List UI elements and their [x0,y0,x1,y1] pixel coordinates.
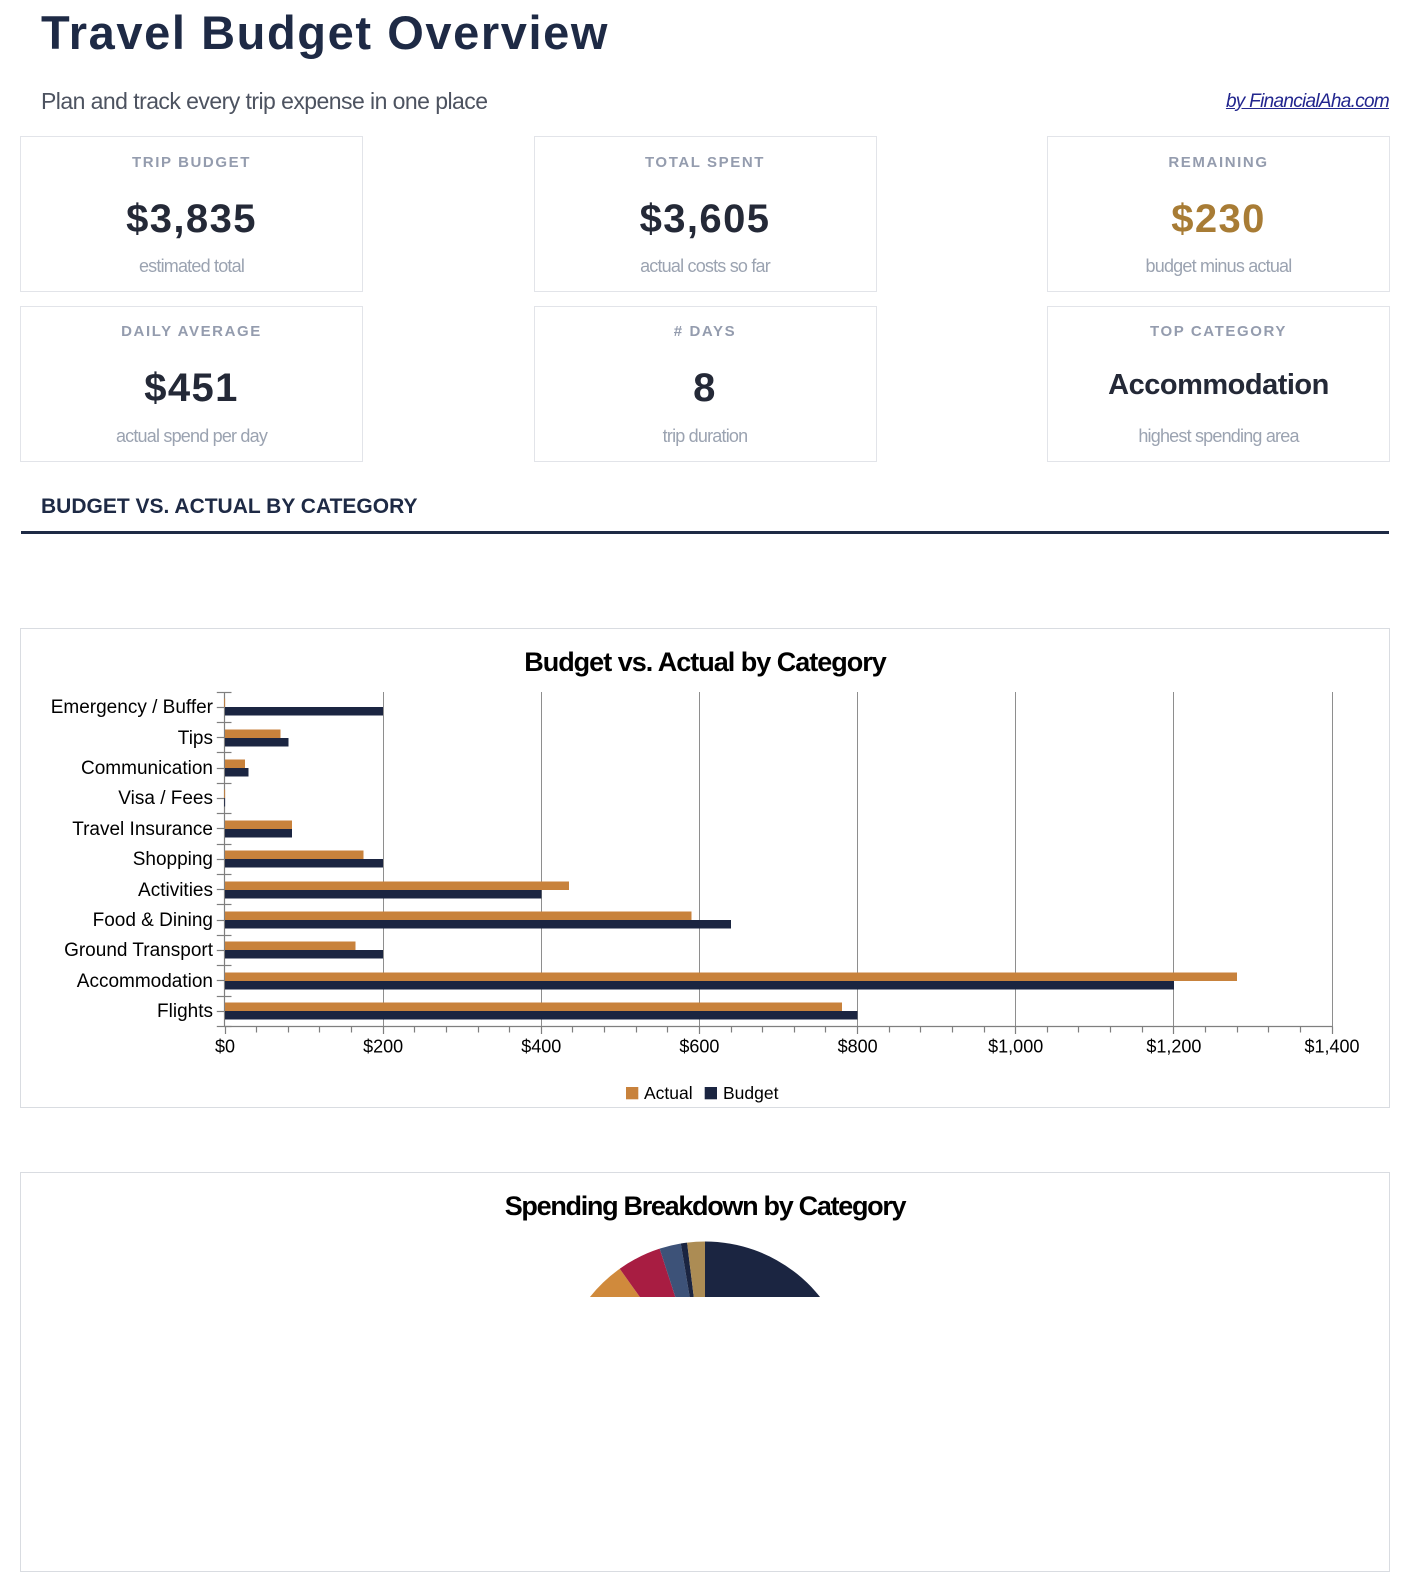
svg-text:Travel Insurance: Travel Insurance [72,819,213,840]
svg-text:Tips: Tips [178,728,213,749]
svg-text:$0: $0 [215,1037,235,1057]
svg-text:Activities: Activities [138,880,213,901]
svg-text:Emergency / Buffer: Emergency / Buffer [51,697,214,718]
svg-text:Flights: Flights [157,1001,213,1022]
svg-text:$200: $200 [363,1037,403,1057]
svg-text:$400: $400 [521,1037,561,1057]
svg-text:Actual: Actual [644,1083,693,1103]
svg-text:$600: $600 [679,1037,719,1057]
svg-text:Shopping: Shopping [133,849,213,870]
svg-text:Food & Dining: Food & Dining [93,910,213,931]
svg-text:Budget vs. Actual by Category: Budget vs. Actual by Category [524,647,887,677]
svg-text:Budget: Budget [723,1083,779,1103]
svg-text:$1,200: $1,200 [1146,1037,1201,1057]
svg-text:Accommodation: Accommodation [77,971,213,992]
svg-text:$800: $800 [838,1037,878,1057]
svg-text:$1,000: $1,000 [988,1037,1043,1057]
svg-text:Visa / Fees: Visa / Fees [118,788,213,809]
svg-text:Communication: Communication [81,758,213,779]
svg-text:$1,400: $1,400 [1304,1037,1359,1057]
svg-text:Ground Transport: Ground Transport [64,940,214,961]
